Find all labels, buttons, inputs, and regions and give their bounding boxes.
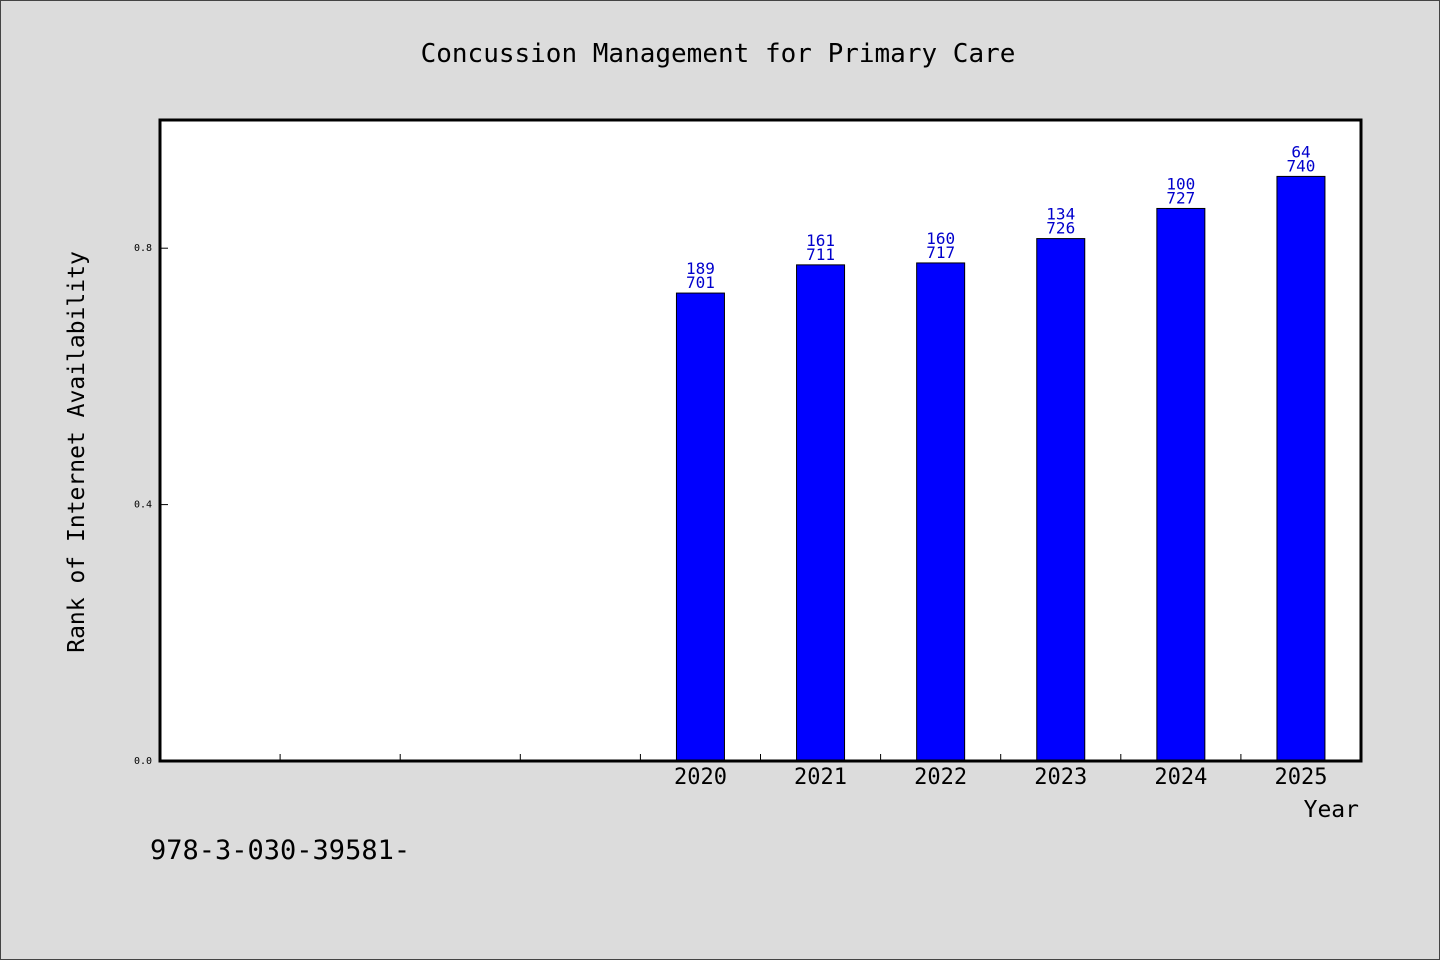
footnote-isbn: 978-3-030-39581- [150, 835, 411, 866]
x-tick-label: 2020 [674, 765, 727, 790]
bar [796, 264, 846, 762]
y-tick-label: 0.4 [134, 500, 152, 511]
bar-label-bottom: 726 [1046, 219, 1075, 238]
bar [675, 292, 725, 762]
x-tick-label: 2023 [1034, 765, 1087, 790]
y-axis-label: Rank of Internet Availability [64, 251, 90, 653]
bar [916, 262, 966, 762]
y-tick-label: 0.8 [134, 243, 152, 254]
x-tick-label: 2022 [914, 765, 967, 790]
x-tick-labels-group: 2020 2021 2022 2023 2024 2025 [674, 765, 1327, 790]
x-axis-label: Year [1304, 797, 1359, 823]
y-tick-label: 0.0 [134, 756, 152, 767]
bar-label-bottom: 701 [686, 273, 715, 292]
x-tick-label: 2021 [794, 765, 847, 790]
bar [1276, 175, 1326, 762]
bar-label-bottom: 727 [1166, 188, 1195, 207]
bar-label-bottom: 740 [1286, 156, 1315, 175]
bar-label-bottom: 717 [926, 243, 955, 262]
bar-label-top: 189 [686, 259, 715, 278]
bar [1036, 238, 1086, 762]
bar-label-top: 160 [926, 229, 955, 248]
bar-label-bottom: 711 [806, 245, 835, 264]
bar-label-top: 161 [806, 231, 835, 250]
bar-label-top: 134 [1046, 205, 1075, 224]
x-tick-label: 2024 [1154, 765, 1207, 790]
bar-label-top: 100 [1166, 174, 1195, 193]
bar-label-top: 64 [1291, 142, 1310, 161]
chart-title: Concussion Management for Primary Care [421, 39, 1016, 69]
plot-border [158, 118, 1363, 763]
x-tick-label: 2025 [1274, 765, 1327, 790]
bar [1156, 207, 1206, 762]
